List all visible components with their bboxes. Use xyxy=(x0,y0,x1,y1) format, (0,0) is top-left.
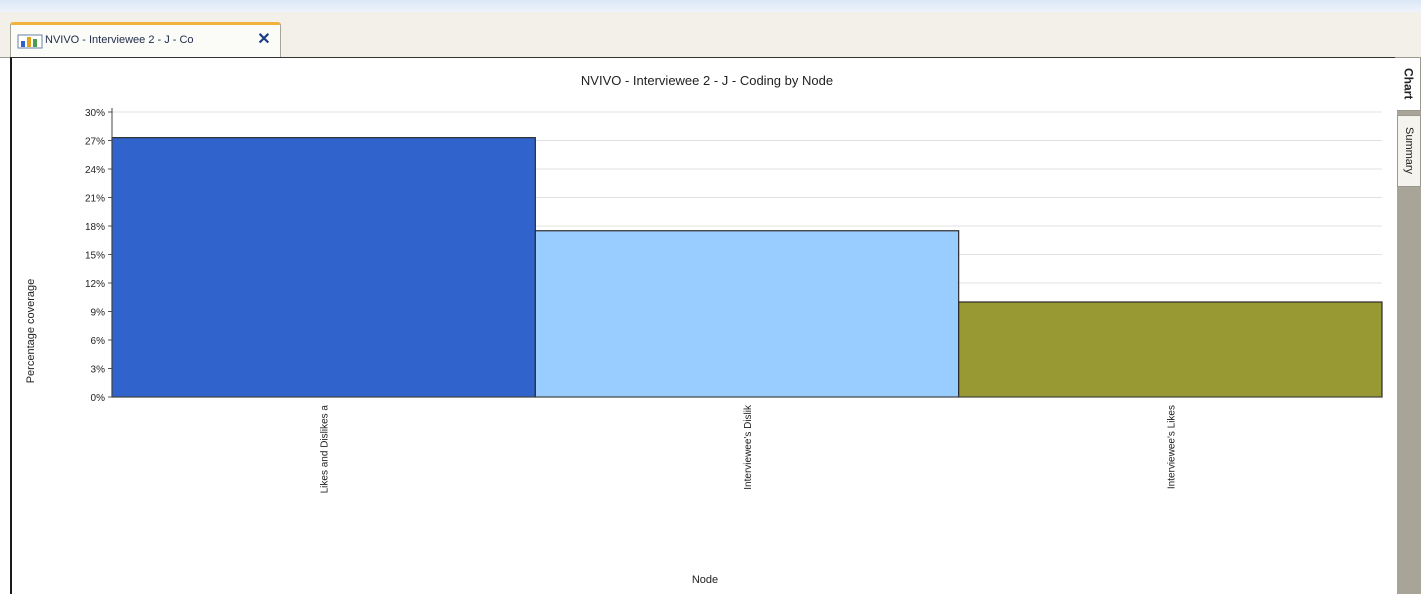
y-tick-label: 21% xyxy=(85,194,105,205)
x-tick-label: Interviewee's Likes xyxy=(1166,405,1177,489)
y-tick-label: 6% xyxy=(91,336,106,347)
summary-view-tab[interactable]: Summary xyxy=(1397,115,1421,187)
y-tick-label: 30% xyxy=(85,108,105,119)
y-tick-label: 12% xyxy=(85,279,105,290)
document-tab[interactable]: NVIVO - Interviewee 2 - J - Co ✕ xyxy=(10,22,281,57)
y-tick-label: 15% xyxy=(85,251,105,262)
bar[interactable] xyxy=(535,231,958,397)
chart-view-tab[interactable]: Chart xyxy=(1397,57,1421,111)
close-icon[interactable]: ✕ xyxy=(253,29,275,51)
bar-chart: 0% 3% 6% 9% 12% 15% 18% 21% 24% 27% 30% Likes and … xyxy=(12,58,1395,594)
y-tick-label: 27% xyxy=(85,137,105,148)
y-tick-labels: 0% 3% 6% 9% 12% 15% 18% 21% 24% 27% 30% xyxy=(85,108,105,404)
window-top-strip xyxy=(0,0,1421,12)
bar[interactable] xyxy=(959,302,1382,397)
x-tick-label: Interviewee's Dislik xyxy=(743,404,754,490)
chart-view-tab-label: Chart xyxy=(1402,68,1416,99)
x-axis-label: Node xyxy=(692,574,718,586)
bar[interactable] xyxy=(112,138,535,397)
y-axis-label: Percentage coverage xyxy=(25,279,37,384)
view-sidebar: Chart Summary xyxy=(1397,57,1421,594)
y-tick-label: 18% xyxy=(85,222,105,233)
chart-title: NVIVO - Interviewee 2 - J - Coding by No… xyxy=(581,73,833,88)
document-tab-bar: NVIVO - Interviewee 2 - J - Co ✕ xyxy=(0,12,1421,58)
y-tick-label: 9% xyxy=(91,308,106,319)
bar-chart-icon xyxy=(17,33,43,49)
x-tick-labels: Likes and Dislikes a Interviewee's Dislik… xyxy=(320,404,1178,493)
x-tick-label: Likes and Dislikes a xyxy=(320,405,331,494)
chart-panel: 0% 3% 6% 9% 12% 15% 18% 21% 24% 27% 30% Likes and … xyxy=(10,57,1395,594)
document-tab-label: NVIVO - Interviewee 2 - J - Co xyxy=(45,34,194,46)
y-tick-label: 24% xyxy=(85,165,105,176)
y-tick-label: 3% xyxy=(91,365,106,376)
summary-view-tab-label: Summary xyxy=(1403,127,1415,174)
y-tick-label: 0% xyxy=(91,393,106,404)
bars xyxy=(112,138,1382,397)
